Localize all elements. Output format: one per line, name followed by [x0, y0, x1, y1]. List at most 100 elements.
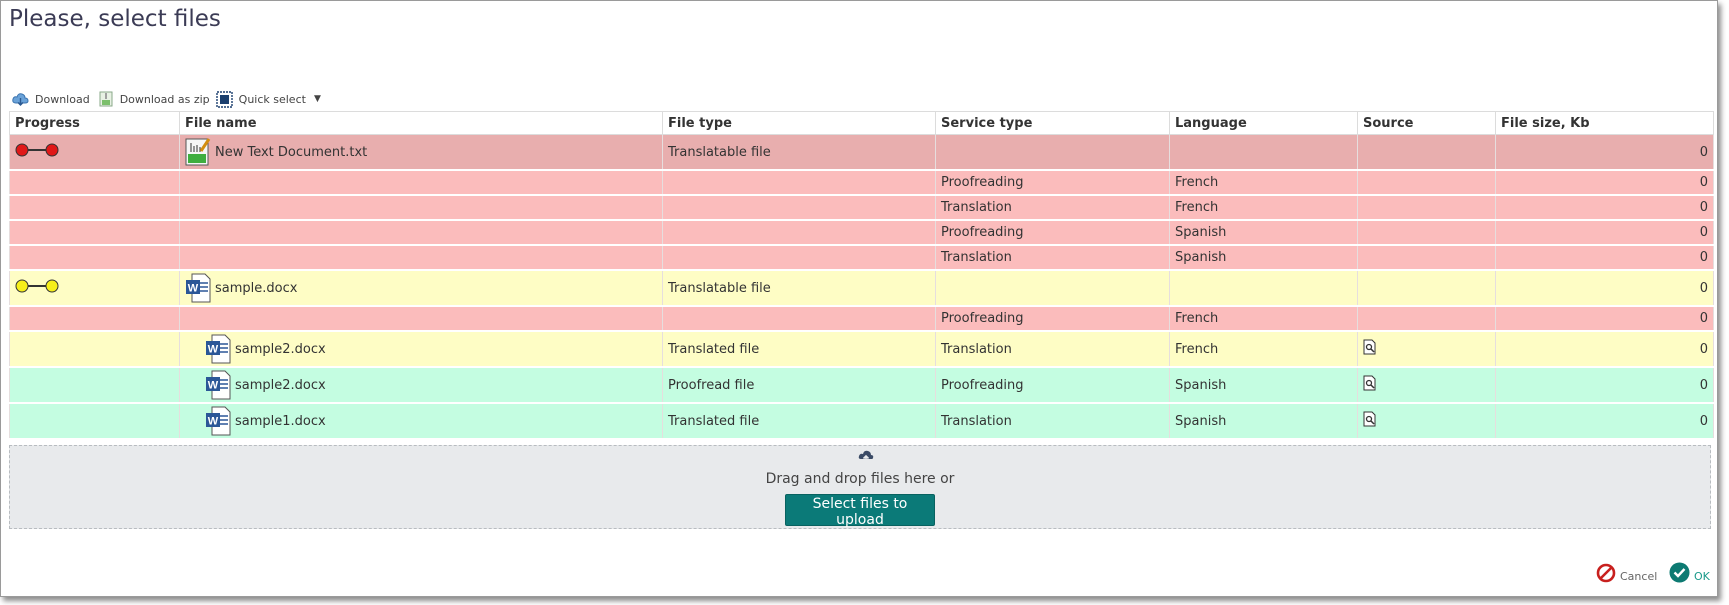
service-type-cell: Translation — [935, 403, 1170, 440]
file-name-cell — [179, 220, 663, 246]
file-type-cell — [662, 195, 936, 221]
file-name[interactable]: sample2.docx — [235, 377, 326, 393]
language-cell: Spanish — [1169, 403, 1358, 440]
service-type-cell: Translation — [935, 195, 1170, 221]
source-cell — [1357, 195, 1496, 221]
svg-text:W: W — [188, 283, 199, 295]
table-row[interactable]: W sample2.docx Proofread file Proofreadi… — [9, 367, 1714, 404]
ok-button[interactable]: OK — [1669, 562, 1710, 583]
drop-zone-text: Drag and drop files here or — [765, 471, 955, 487]
file-name-cell — [179, 245, 663, 271]
word-document-icon: W — [186, 273, 211, 303]
download-button[interactable]: Download — [12, 92, 90, 106]
source-cell — [1357, 270, 1496, 307]
document-preview-icon[interactable] — [1363, 411, 1377, 427]
caret-down-icon: ▼ — [313, 94, 321, 104]
column-header-file-type[interactable]: File type — [662, 111, 936, 135]
language-cell — [1169, 134, 1358, 171]
file-size-cell: 0 — [1495, 403, 1714, 440]
document-preview-icon[interactable] — [1363, 339, 1377, 355]
service-type-cell — [935, 134, 1170, 171]
select-files-button[interactable]: Select files to upload — [785, 494, 935, 528]
file-size-cell: 0 — [1495, 220, 1714, 246]
file-type-cell — [662, 220, 936, 246]
progress-red-icon — [15, 143, 59, 157]
column-header-progress[interactable]: Progress — [9, 111, 180, 135]
column-header-file-name[interactable]: File name — [179, 111, 663, 135]
file-name[interactable]: sample2.docx — [235, 341, 326, 357]
dialog-title: Please, select files — [9, 6, 221, 32]
cancel-label: Cancel — [1620, 570, 1658, 583]
service-type-cell: Translation — [935, 331, 1170, 368]
file-size-cell: 0 — [1495, 170, 1714, 196]
source-cell — [1357, 170, 1496, 196]
progress-cell — [9, 134, 180, 171]
file-type-cell: Translated file — [662, 403, 936, 440]
progress-cell — [9, 331, 180, 368]
file-type-cell: Proofread file — [662, 367, 936, 404]
quick-select-label: Quick select — [238, 92, 306, 106]
toolbar: Download Download as zip Quick select ▼ — [12, 89, 327, 109]
text-file-icon — [185, 138, 211, 166]
language-cell: French — [1169, 331, 1358, 368]
file-size-cell: 0 — [1495, 331, 1714, 368]
file-size-cell: 0 — [1495, 306, 1714, 332]
file-name[interactable]: New Text Document.txt — [215, 144, 368, 160]
column-header-source[interactable]: Source — [1357, 111, 1496, 135]
progress-cell — [9, 220, 180, 246]
file-name-cell: W sample2.docx — [179, 331, 663, 368]
file-name-cell: W sample1.docx — [179, 403, 663, 440]
file-size-cell: 0 — [1495, 195, 1714, 221]
service-type-cell: Proofreading — [935, 367, 1170, 404]
download-zip-button[interactable]: Download as zip — [98, 91, 210, 107]
file-drop-zone[interactable]: Drag and drop files here or Select files… — [9, 445, 1711, 529]
zip-archive-icon — [99, 91, 113, 107]
files-table: Progress File name File type Service typ… — [9, 111, 1714, 440]
download-zip-label: Download as zip — [119, 92, 210, 106]
table-row[interactable]: Proofreading French 0 — [9, 170, 1714, 196]
table-row[interactable]: W sample.docx Translatable file 0 — [9, 270, 1714, 307]
file-name-cell — [179, 170, 663, 196]
file-size-cell: 0 — [1495, 367, 1714, 404]
download-label: Download — [35, 92, 90, 106]
cancel-icon — [1596, 563, 1616, 583]
progress-cell — [9, 270, 180, 307]
word-document-icon: W — [206, 334, 231, 364]
file-name-cell — [179, 195, 663, 221]
quick-select-dropdown[interactable]: Quick select ▼ — [215, 90, 321, 108]
source-cell — [1357, 306, 1496, 332]
table-row[interactable]: Translation Spanish 0 — [9, 245, 1714, 271]
file-name-cell: W sample2.docx — [179, 367, 663, 404]
file-type-cell — [662, 245, 936, 271]
table-row[interactable]: New Text Document.txt Translatable file … — [9, 134, 1714, 171]
column-header-language[interactable]: Language — [1169, 111, 1358, 135]
table-row[interactable]: W sample1.docx Translated file Translati… — [9, 403, 1714, 440]
language-cell: Spanish — [1169, 367, 1358, 404]
document-preview-icon[interactable] — [1363, 375, 1377, 391]
table-row[interactable]: Translation French 0 — [9, 195, 1714, 221]
file-name[interactable]: sample1.docx — [235, 413, 326, 429]
progress-cell — [9, 367, 180, 404]
svg-text:W: W — [208, 344, 219, 356]
table-row[interactable]: Proofreading Spanish 0 — [9, 220, 1714, 246]
service-type-cell — [935, 270, 1170, 307]
column-header-file-size[interactable]: File size, Kb — [1495, 111, 1714, 135]
file-name[interactable]: sample.docx — [215, 280, 298, 296]
column-header-service-type[interactable]: Service type — [935, 111, 1170, 135]
service-type-cell: Translation — [935, 245, 1170, 271]
source-cell — [1357, 331, 1496, 368]
source-cell — [1357, 403, 1496, 440]
file-type-cell: Translated file — [662, 331, 936, 368]
file-name-cell: W sample.docx — [179, 270, 663, 307]
file-size-cell: 0 — [1495, 270, 1714, 307]
language-cell: Spanish — [1169, 220, 1358, 246]
table-row[interactable]: Proofreading French 0 — [9, 306, 1714, 332]
file-type-cell — [662, 306, 936, 332]
table-header-row: Progress File name File type Service typ… — [9, 111, 1714, 135]
cancel-button[interactable]: Cancel — [1596, 563, 1657, 583]
progress-cell — [9, 170, 180, 196]
word-document-icon: W — [206, 370, 231, 400]
table-row[interactable]: W sample2.docx Translated file Translati… — [9, 331, 1714, 368]
language-cell: French — [1169, 170, 1358, 196]
